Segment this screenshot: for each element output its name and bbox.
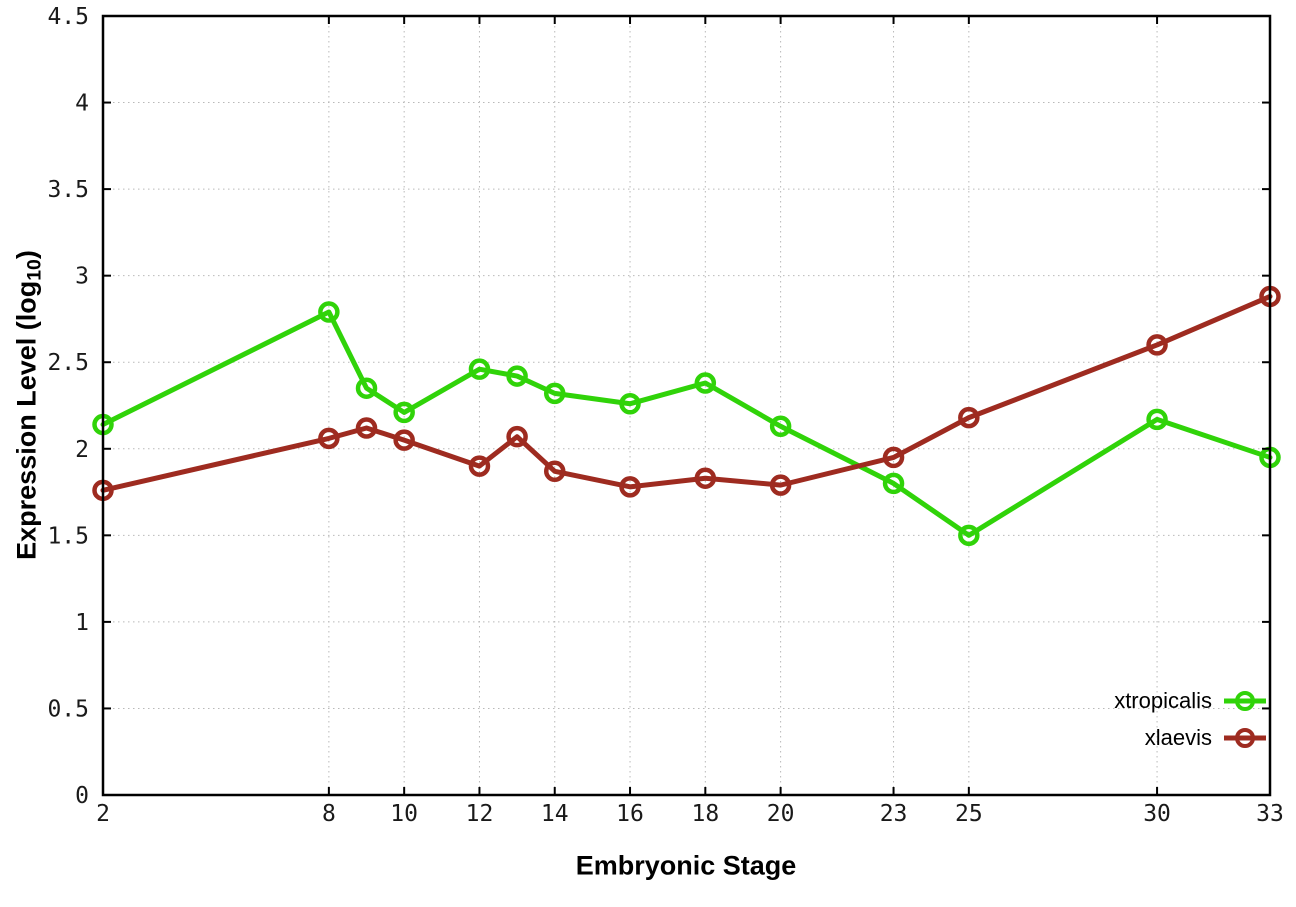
data-point-marker-xlaevis	[355, 417, 378, 439]
series-xtropicalis-line	[100, 309, 1273, 538]
data-point-marker-xlaevis	[543, 460, 566, 483]
data-point-marker-xlaevis	[769, 474, 792, 496]
x-tick-label: 14	[541, 801, 569, 827]
y-tick-label: 3.5	[47, 177, 89, 203]
data-point-marker-xtropicalis	[694, 372, 717, 394]
tick-marks	[102, 15, 1271, 796]
legend-item-xlaevis: xlaevis	[1114, 725, 1266, 750]
x-tick-label: 2	[96, 801, 110, 827]
data-point-marker-xtropicalis	[393, 401, 415, 424]
gridlines	[102, 15, 1271, 796]
y-tick-label: 3	[75, 264, 89, 290]
y-tick-label: 0.5	[47, 696, 89, 722]
y-tick-label: 2	[75, 437, 89, 463]
x-tick-label: 8	[322, 801, 336, 827]
data-point-marker-xlaevis	[468, 455, 491, 477]
data-point-marker-xtropicalis	[543, 382, 566, 405]
x-tick-label: 25	[955, 801, 983, 827]
x-tick-label: 30	[1143, 801, 1171, 827]
y-tick-label: 2.5	[47, 350, 89, 376]
data-point-marker-xtropicalis	[468, 358, 491, 380]
y-tick-label: 0	[75, 783, 89, 809]
x-tick-label: 18	[691, 801, 719, 827]
y-tick-label: 4	[75, 91, 89, 117]
data-point-marker-xtropicalis	[318, 301, 340, 323]
series-xlaevis-line	[100, 293, 1273, 493]
series-xtropicalis	[92, 301, 1281, 547]
y-axis-title-text: Expression Level (log	[11, 280, 42, 560]
data-point-marker-xtropicalis	[355, 377, 378, 399]
legend-item-xtropicalis: xtropicalis	[1114, 688, 1266, 713]
data-point-marker-xlaevis	[1146, 334, 1168, 356]
x-axis-title: Embryonic Stage	[575, 850, 797, 881]
legend: xtropicalis xlaevis	[1114, 688, 1266, 750]
x-tick-label: 23	[880, 801, 908, 827]
y-axis-title: Expression Level (log10)	[11, 250, 46, 560]
x-tick-label: 12	[466, 801, 494, 827]
tick-labels: 2 8 10 12 14 16 18 20 23 25 30 33 0 0.5 1 1.5 2 2.5 3 3.5 4 4…	[47, 4, 1283, 827]
data-point-marker-xlaevis	[506, 425, 528, 448]
data-point-marker-xtropicalis	[882, 472, 905, 495]
y-tick-label: 4.5	[47, 4, 89, 30]
y-axis-title-subscript: 10	[23, 259, 46, 281]
data-point-marker-xtropicalis	[958, 524, 980, 547]
data-point-marker-xlaevis	[694, 467, 717, 489]
x-tick-label: 20	[767, 801, 795, 827]
data-point-marker-xtropicalis	[619, 393, 641, 415]
legend-marker-icon-xlaevis	[1224, 725, 1266, 750]
x-tick-label: 10	[390, 801, 418, 827]
legend-label-xlaevis: xlaevis	[1144, 725, 1212, 750]
data-point-marker-xlaevis	[882, 446, 905, 469]
data-point-marker-xtropicalis	[506, 365, 528, 387]
legend-circle-marker-icon	[1235, 690, 1255, 711]
legend-circle-marker-icon	[1235, 727, 1255, 748]
legend-label-xtropicalis: xtropicalis	[1114, 688, 1212, 713]
data-point-marker-xtropicalis	[769, 415, 792, 438]
legend-marker-icon-xtropicalis	[1224, 688, 1266, 713]
data-point-marker-xtropicalis	[1146, 408, 1168, 431]
x-tick-label: 33	[1256, 801, 1284, 827]
y-axis-title-suffix: )	[11, 250, 42, 260]
y-tick-label: 1	[75, 610, 89, 636]
data-point-marker-xlaevis	[393, 429, 415, 451]
series-xlaevis	[92, 285, 1281, 502]
data-point-marker-xlaevis	[958, 406, 980, 429]
data-point-marker-xlaevis	[318, 427, 340, 450]
plot-border	[101, 14, 1272, 797]
data-point-marker-xlaevis	[619, 476, 641, 498]
x-tick-label: 16	[616, 801, 644, 827]
y-tick-label: 1.5	[47, 523, 89, 549]
